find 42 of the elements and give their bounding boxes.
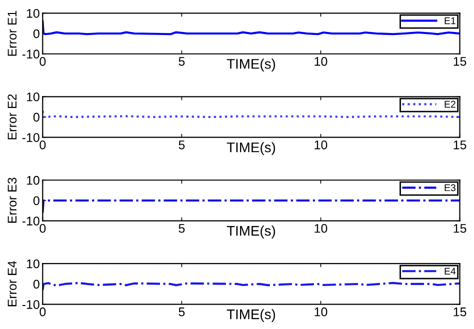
- x-tick-label: 15: [454, 57, 466, 66]
- y-tick-label: -10: [22, 300, 40, 309]
- x-tick-label: 10: [314, 224, 328, 233]
- x-tick-label: 0: [40, 307, 46, 316]
- x-tick-label: 5: [178, 308, 185, 316]
- x-tick-label: 15: [454, 308, 466, 316]
- y-axis-title: Error E4: [8, 261, 17, 306]
- x-axis-title: TIME(s): [226, 142, 276, 156]
- y-tick-label: 10: [26, 259, 40, 268]
- y-tick-label: 0: [33, 280, 40, 289]
- x-tick-label: 10: [314, 307, 328, 316]
- legend-label: E3: [444, 184, 456, 192]
- x-axis-title: TIME(s): [226, 309, 276, 322]
- y-axis-title: Error E2: [8, 94, 17, 140]
- x-tick-label: 0: [40, 140, 46, 150]
- legend-label: E2: [444, 100, 456, 108]
- x-tick-label: 5: [178, 140, 185, 150]
- x-tick-label: 10: [314, 56, 328, 66]
- line-series: [42, 282, 460, 292]
- x-tick-label: 0: [40, 224, 46, 233]
- x-axis-title: TIME(s): [226, 58, 276, 72]
- x-tick-label: 5: [178, 57, 185, 66]
- legend-label: E4: [444, 268, 456, 275]
- y-axis-title: Error E1: [8, 10, 17, 56]
- x-axis-title: TIME(s): [226, 226, 276, 238]
- y-tick-label: 0: [33, 112, 40, 122]
- y-axis-title: Error E3: [8, 178, 17, 223]
- y-tick-label: 10: [26, 176, 40, 185]
- y-tick-label: 0: [33, 29, 40, 38]
- x-tick-label: 15: [454, 140, 466, 150]
- y-tick-label: 10: [26, 8, 40, 18]
- x-tick-label: 15: [454, 224, 466, 233]
- x-tick-label: 10: [314, 140, 328, 150]
- y-tick-label: 0: [33, 196, 40, 206]
- y-tick-label: -10: [22, 50, 40, 59]
- y-tick-label: 10: [26, 92, 40, 102]
- y-tick-label: -10: [22, 216, 40, 226]
- x-tick-label: 5: [178, 224, 185, 233]
- x-tick-label: 0: [40, 56, 46, 66]
- legend-label: E1: [444, 17, 456, 24]
- y-tick-label: -10: [22, 133, 40, 142]
- line-series: [42, 110, 460, 118]
